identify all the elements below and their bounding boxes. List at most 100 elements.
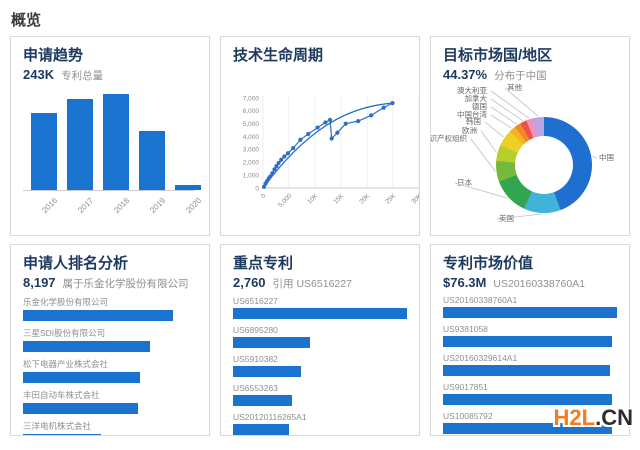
scatter-point[interactable] xyxy=(323,120,328,125)
bar-row-label: US20160329614A1 xyxy=(443,353,518,363)
scatter-point[interactable] xyxy=(356,119,361,124)
bar-row[interactable]: 三星SDI股份有限公司 xyxy=(23,327,197,352)
panel-target-markets-title: 目标市场国/地区 xyxy=(443,47,553,64)
svg-text:0: 0 xyxy=(260,192,268,200)
svg-text:1,000: 1,000 xyxy=(243,172,260,179)
bar-row[interactable]: US20160338760A1 xyxy=(443,295,617,318)
donut-slice-label: 知识产权组织 xyxy=(430,134,467,143)
scatter-point[interactable] xyxy=(270,171,275,176)
bar-row-bar[interactable] xyxy=(443,307,617,318)
panel-tech-lifecycle[interactable]: 技术生命周期 0 5,000 10K 15K 20K 25K 30K 0 1,000 2,000 3… xyxy=(220,36,420,236)
svg-text:15K: 15K xyxy=(332,192,346,206)
bar-row[interactable]: 三洋电机株式会社 xyxy=(23,420,197,435)
scatter-point[interactable] xyxy=(272,167,277,172)
bar-row-label: 松下电器产业株式会社 xyxy=(23,359,109,369)
bar-row-bar[interactable] xyxy=(23,434,102,435)
scatter-point[interactable] xyxy=(306,131,311,137)
trend-bar[interactable] xyxy=(139,130,165,190)
scatter-point[interactable] xyxy=(298,137,303,142)
bar-row-bar[interactable] xyxy=(443,336,612,347)
scatter-point[interactable] xyxy=(343,121,348,126)
scatter-point[interactable] xyxy=(276,160,281,166)
bar-row-bar[interactable] xyxy=(233,337,310,348)
bar-row[interactable]: US10085792 xyxy=(443,411,617,434)
donut-slice-label: 欧洲 xyxy=(462,126,477,135)
svg-text:6,000: 6,000 xyxy=(243,108,260,115)
scatter-point[interactable] xyxy=(329,136,334,141)
trend-bar[interactable] xyxy=(31,112,57,190)
bar-row-bar[interactable] xyxy=(23,372,140,383)
bar-row-label: US20120116265A1 xyxy=(233,412,307,422)
bar-row-bar[interactable] xyxy=(443,365,611,376)
x-axis-line xyxy=(23,190,195,191)
bar-row-bar[interactable] xyxy=(23,341,151,352)
scatter-point[interactable] xyxy=(315,125,320,130)
bar-row-bar[interactable] xyxy=(443,423,612,434)
scatter-point[interactable] xyxy=(369,113,374,118)
watermark-cn: .CN xyxy=(595,405,633,430)
application-trend-bar-chart[interactable]: 2016 2017 2018 2019 2020 xyxy=(23,86,203,226)
scatter-point[interactable] xyxy=(335,130,340,135)
tech-lifecycle-scatter-chart[interactable]: 0 5,000 10K 15K 20K 25K 30K 0 1,000 2,000 3,000 4,0… xyxy=(233,90,419,227)
panel-application-trend[interactable]: 申请趋势 243K 专利总量 2016 2017 2018 2019 2020 xyxy=(10,36,210,236)
trend-bar[interactable] xyxy=(103,94,129,190)
scatter-point[interactable] xyxy=(327,117,333,122)
bar-row[interactable]: US6553263 xyxy=(233,383,407,406)
donut-slice-label: 加拿大 xyxy=(464,94,488,103)
bar-row-bar[interactable] xyxy=(443,394,612,405)
value-stat-value: $76.3M xyxy=(443,275,487,290)
trend-stat-value: 243K xyxy=(23,67,55,82)
applicant-ranking-bar-list[interactable]: 乐金化学股份有限公司 三星SDI股份有限公司松下电器产业株式会社丰田自动车株式会社… xyxy=(23,296,197,435)
bar-row-bar[interactable] xyxy=(23,310,173,321)
scatter-point[interactable] xyxy=(291,146,296,151)
panel-patent-market-value-title: 专利市场价值 xyxy=(443,255,534,272)
panel-key-patents-stat: 2,760 引用 US6516227 xyxy=(233,275,407,291)
panel-applicant-ranking[interactable]: 申请人排名分析 8,197 属于乐金化学股份有限公司 乐金化学股份有限公司 三星S… xyxy=(10,244,210,436)
panel-patent-market-value[interactable]: 专利市场价值 $76.3M US20160338760A1 US20160338… xyxy=(430,244,630,436)
bar-row[interactable]: US20160329614A1 xyxy=(443,353,617,376)
bar-row[interactable]: US5910382 xyxy=(233,354,407,377)
panel-application-trend-title: 申请趋势 xyxy=(23,47,84,64)
bar-row-bar[interactable] xyxy=(233,308,407,319)
scatter-point[interactable] xyxy=(285,151,291,156)
trend-bar[interactable] xyxy=(67,99,93,190)
svg-text:5,000: 5,000 xyxy=(277,192,294,209)
bar-row[interactable]: US6895280 xyxy=(233,325,407,348)
bar-row-label: US10085792 xyxy=(443,411,493,421)
dashboard-grid: 申请趋势 243K 专利总量 2016 2017 2018 2019 2020 技术生命… xyxy=(0,36,640,436)
bar-row-label: US9381058 xyxy=(443,324,488,334)
donut-hole xyxy=(515,136,573,194)
svg-text:4,000: 4,000 xyxy=(243,134,260,141)
bar-row[interactable]: US9381058 xyxy=(443,324,617,347)
site-watermark: H2L.CN xyxy=(554,405,633,431)
bar-row[interactable]: US6516227 xyxy=(233,296,407,319)
key-patents-bar-list[interactable]: US6516227 US6895280 US5910382 US6553263 US20… xyxy=(233,296,407,435)
scatter-point[interactable] xyxy=(261,184,267,189)
scatter-point[interactable] xyxy=(381,105,386,110)
bar-row-bar[interactable] xyxy=(233,424,289,435)
value-stat-label: US20160338760A1 xyxy=(493,278,586,290)
lifecycle-svg: 0 5,000 10K 15K 20K 25K 30K 0 1,000 2,000 3,000 4,0… xyxy=(243,95,419,209)
bar-row-bar[interactable] xyxy=(233,395,293,406)
scatter-point[interactable] xyxy=(279,157,284,162)
scatter-point[interactable] xyxy=(268,174,273,179)
bar-row[interactable]: 松下电器产业株式会社 xyxy=(23,358,197,383)
bar-row[interactable]: US9017851 xyxy=(443,382,617,405)
scatter-point[interactable] xyxy=(274,164,279,169)
bar-row[interactable]: 乐金化学股份有限公司 xyxy=(23,296,197,321)
page-title: 概览 xyxy=(11,12,42,29)
bar-row-bar[interactable] xyxy=(233,366,301,377)
x-tick-label: 2020 xyxy=(184,196,204,215)
trend-bar[interactable] xyxy=(175,184,201,190)
scatter-point[interactable] xyxy=(282,154,287,159)
bar-row[interactable]: US20120116265A1 xyxy=(233,412,407,435)
patent-value-bar-list[interactable]: US20160338760A1 US9381058 US20160329614A1 U… xyxy=(443,295,617,434)
bar-row-bar[interactable] xyxy=(23,403,138,414)
x-tick-label: 2017 xyxy=(76,196,96,215)
panel-key-patents[interactable]: 重点专利 2,760 引用 US6516227 US6516227 US68952… xyxy=(220,244,420,436)
bar-row-label: US6553263 xyxy=(233,383,278,393)
scatter-point[interactable] xyxy=(390,101,395,106)
bar-row[interactable]: 丰田自动车株式会社 xyxy=(23,389,197,414)
